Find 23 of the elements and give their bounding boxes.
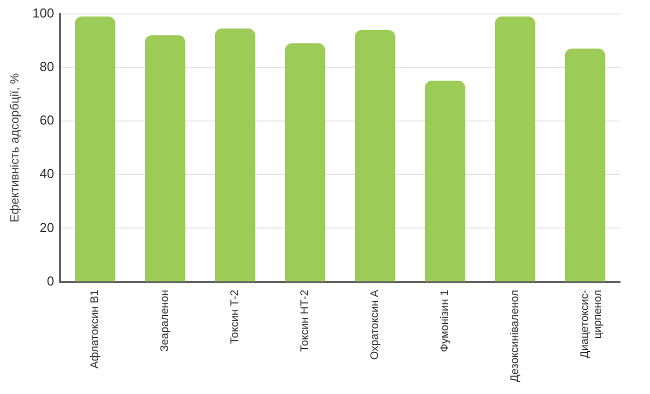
y-tick-label: 80 [40, 58, 54, 74]
x-tick-label: Диацетоксис- цирпенол [579, 289, 604, 358]
bar [494, 16, 536, 282]
y-tick-label: 60 [40, 112, 54, 128]
x-tick-label: Токсин НТ-2 [299, 290, 312, 352]
x-tick-label: Токсин Т-2 [229, 290, 242, 344]
bar [354, 30, 396, 282]
y-tick-label: 100 [32, 5, 54, 20]
x-tick-label: Афлатоксин B1 [89, 290, 102, 369]
y-tick-label: 40 [40, 166, 54, 182]
bar [214, 28, 256, 282]
bar [144, 35, 186, 282]
x-tick-label: Дезоксиніваленол [509, 290, 522, 382]
y-axis-title: Ефективність адсорбції, % [8, 72, 22, 222]
bar [284, 43, 326, 282]
bar [424, 80, 466, 282]
x-tick-label: Охратоксин А [369, 289, 382, 360]
bar [74, 16, 116, 282]
y-tick-label: 0 [46, 273, 54, 288]
x-tick-label: Фумонізин 1 [439, 290, 452, 352]
x-tick-label: Зеараленон [159, 290, 172, 352]
y-tick-label: 20 [40, 220, 54, 235]
bar [564, 48, 606, 282]
